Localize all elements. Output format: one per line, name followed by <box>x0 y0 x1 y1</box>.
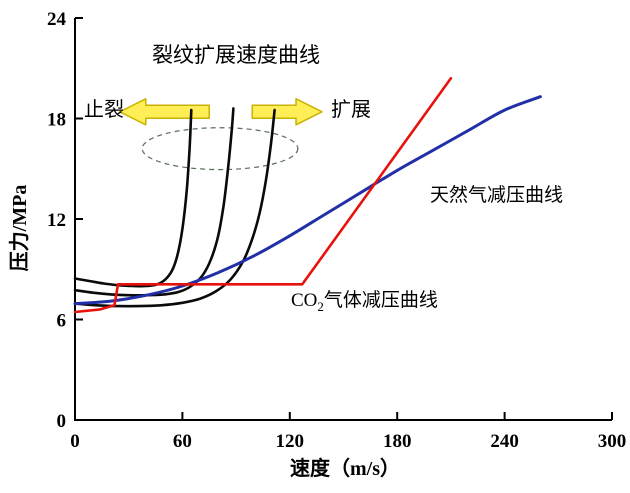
y-tick-label: 24 <box>47 9 67 30</box>
natural-gas-curve <box>73 95 542 306</box>
y-axis-title: 压力/MPa <box>9 184 31 272</box>
x-axis-title: 速度（m/s） <box>290 458 400 480</box>
y-tick-label: 18 <box>47 110 66 131</box>
crack-curves-group-label: 裂纹扩展速度曲线 <box>152 43 320 67</box>
arrest-arrow <box>119 98 210 126</box>
crack-curve-2 <box>73 107 235 297</box>
x-tick-label: 60 <box>173 431 192 452</box>
x-tick-label: 0 <box>70 431 80 452</box>
y-tick-label: 6 <box>57 311 67 332</box>
propagation-arrow <box>251 98 323 126</box>
crack-curve-1 <box>73 108 193 288</box>
y-tick-label: 12 <box>47 210 66 231</box>
natural-gas-curve-label: 天然气减压曲线 <box>430 185 564 206</box>
x-tick-label: 120 <box>276 431 305 452</box>
co2-curve <box>73 77 453 314</box>
x-tick-label: 240 <box>490 431 519 452</box>
arrest-label: 止裂 <box>84 99 124 121</box>
x-tick-label: 180 <box>383 431 412 452</box>
x-tick-label: 300 <box>598 431 627 452</box>
y-tick-label: 0 <box>57 411 67 432</box>
co2-label-suffix: 气体减压曲线 <box>323 290 438 311</box>
highlight-ellipse <box>141 127 299 171</box>
co2-label-subscript: 2 <box>317 298 324 314</box>
co2-label-prefix: CO <box>291 290 318 311</box>
propagation-label: 扩展 <box>331 99 371 121</box>
crack-curve-3 <box>73 108 276 308</box>
co2-curve-label: CO2气体减压曲线 <box>291 290 438 314</box>
